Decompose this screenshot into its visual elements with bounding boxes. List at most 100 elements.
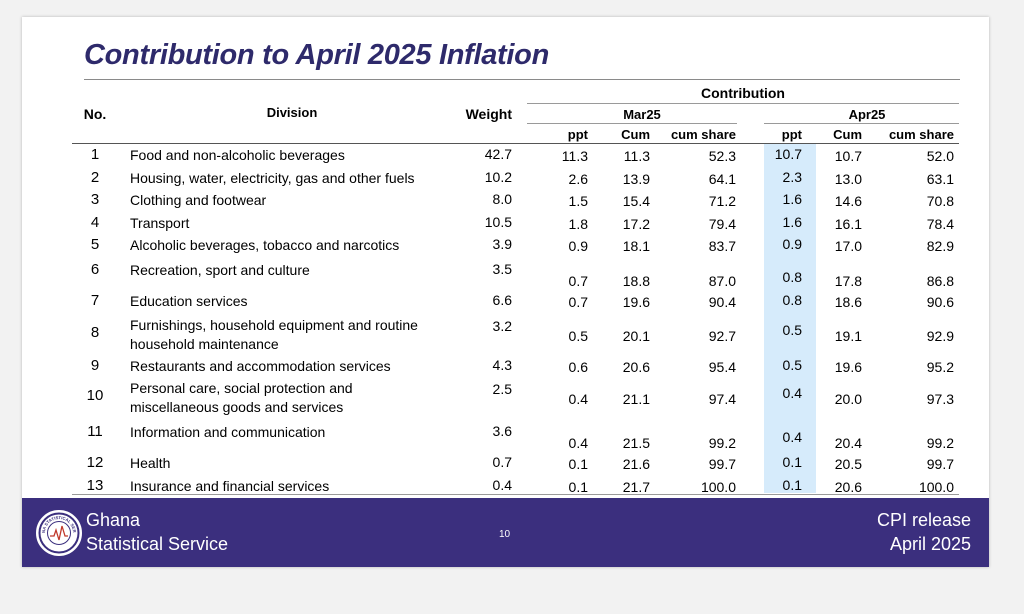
division-name-line: Recreation, sport and culture [130,262,310,278]
header-contribution: Contribution [701,85,785,101]
mar-cumshare-value: 90.4 [708,294,736,310]
mar-ppt-value: 2.6 [568,171,588,187]
table-bottom-rule [72,494,959,495]
mar-ppt-value: 0.4 [568,391,588,407]
weight-value: 3.2 [492,318,512,334]
apr-cumshare-value: 97.3 [926,391,954,407]
mar-cum-value: 21.1 [622,391,650,407]
division-name-line: Education services [130,293,248,309]
apr-cumshare-value: 99.2 [926,435,954,451]
division-name: Furnishings, household equipment and rou… [130,316,450,354]
mar-cum-value: 21.7 [622,479,650,495]
mar-cum-value: 21.6 [622,456,650,472]
row-number: 1 [90,146,100,163]
mar-ppt-value: 0.5 [568,328,588,344]
division-name-line: Insurance and financial services [130,478,330,494]
row-number: 5 [90,236,100,253]
apr-cum-value: 20.0 [834,391,862,407]
mar-cumshare-value: 97.4 [708,391,736,407]
mar-ppt-value: 1.5 [568,193,588,209]
contribution-rule [527,103,959,104]
mar-cum-value: 19.6 [622,294,650,310]
release-line1: CPI release [876,510,971,530]
apr-ppt-value: 0.9 [782,236,802,252]
row-number: 3 [90,191,100,208]
row-number: 4 [90,214,100,231]
division-name-line: Personal care, social protection and [130,380,353,396]
weight-value: 42.7 [484,146,512,162]
apr25-rule [764,123,959,124]
division-name-line: Restaurants and accommodation services [130,358,391,374]
division-name: Restaurants and accommodation services [130,357,450,376]
apr-cumshare-value: 99.7 [926,456,954,472]
apr-cumshare-value: 70.8 [926,193,954,209]
mar-cumshare-value: 92.7 [708,328,736,344]
division-name: Education services [130,292,450,311]
mar-cumshare-value: 64.1 [708,171,736,187]
weight-value: 6.6 [492,292,512,308]
apr-cum-value: 20.6 [834,479,862,495]
apr-cum-value: 20.4 [834,435,862,451]
apr-ppt-value: 0.8 [782,269,802,285]
row-number: 13 [86,477,104,494]
weight-value: 10.5 [484,214,512,230]
apr-ppt-value: 0.4 [782,429,802,445]
header-mar25: Mar25 [623,107,661,122]
gss-logo-icon: GHANA STATISTICAL SERVICE [36,508,80,554]
division-name: Food and non-alcoholic beverages [130,146,450,165]
apr-cumshare-value: 86.8 [926,273,954,289]
row-number: 2 [90,169,100,186]
apr-cum-value: 13.0 [834,171,862,187]
org-name-line1: Ghana [86,510,141,530]
apr-cum-value: 18.6 [834,294,862,310]
mar-cum-value: 18.8 [622,273,650,289]
row-number: 10 [86,387,104,404]
mar-cumshare-value: 99.2 [708,435,736,451]
apr-ppt-value: 2.3 [782,169,802,185]
mar-cumshare-value: 71.2 [708,193,736,209]
apr-ppt-value: 0.8 [782,292,802,308]
division-name-line: Furnishings, household equipment and rou… [130,317,418,333]
mar-cumshare-value: 79.4 [708,216,736,232]
mar25-rule [527,123,737,124]
apr-ppt-value: 10.7 [774,146,802,162]
row-number: 12 [86,454,104,471]
division-name-line: Alcoholic beverages, tobacco and narcoti… [130,237,400,253]
mar-cum-value: 20.1 [622,328,650,344]
apr-ppt-value: 1.6 [782,214,802,230]
org-name-line2: Statistical Service [86,534,229,554]
division-name-line: Clothing and footwear [130,192,267,208]
apr-cumshare-value: 90.6 [926,294,954,310]
division-name: Health [130,454,450,473]
division-name-line: household maintenance [130,336,279,352]
header-no: No. [83,106,107,122]
apr-cumshare-value: 82.9 [926,238,954,254]
division-name: Clothing and footwear [130,191,450,210]
mar-cum-value: 15.4 [622,193,650,209]
apr-ppt-value: 0.1 [782,477,802,493]
gss-logo: GHANA STATISTICAL SERVICE [36,508,82,556]
row-number: 9 [90,357,100,374]
weight-value: 2.5 [492,381,512,397]
mar-ppt-value: 0.7 [568,294,588,310]
weight-value: 0.4 [492,477,512,493]
mar-cumshare-value: 95.4 [708,359,736,375]
header-apr-ppt: ppt [781,127,802,142]
slide: Contribution to April 2025 Inflation No.… [22,17,989,567]
division-name-line: Health [130,455,171,471]
release-line2: April 2025 [889,534,971,554]
division-name-line: miscellaneous goods and services [130,399,344,415]
apr-ppt-value: 0.5 [782,322,802,338]
apr-cumshare-value: 52.0 [926,148,954,164]
weight-value: 0.7 [492,454,512,470]
slide-title: Contribution to April 2025 Inflation [84,39,549,71]
header-weight: Weight [465,106,512,122]
title-underline [84,79,960,80]
mar-cum-value: 18.1 [622,238,650,254]
weight-value: 3.6 [492,423,512,439]
apr-cum-value: 20.5 [834,456,862,472]
apr-cumshare-value: 63.1 [926,171,954,187]
apr-ppt-value: 0.5 [782,357,802,373]
apr-cum-value: 19.6 [834,359,862,375]
row-number: 11 [87,423,103,440]
